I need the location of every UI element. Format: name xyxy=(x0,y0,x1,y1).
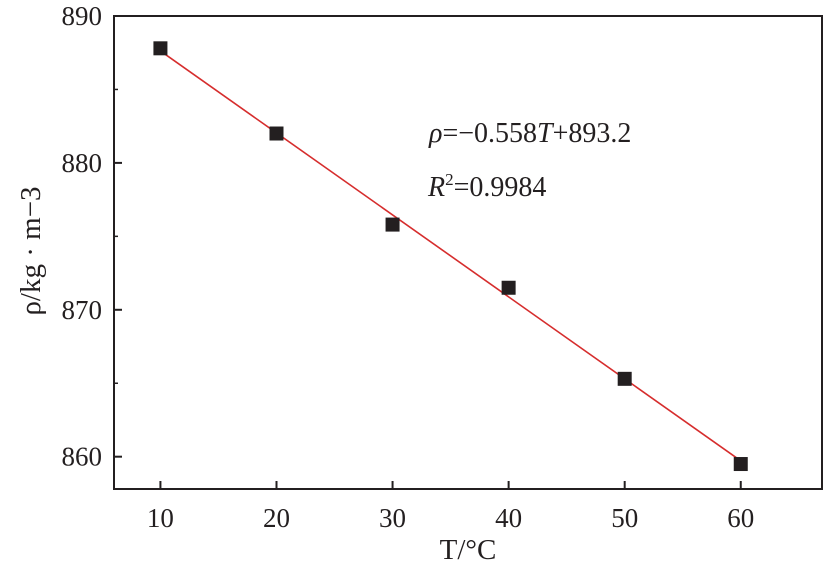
y-tick-label: 890 xyxy=(62,1,103,31)
data-points xyxy=(153,41,748,472)
fit-line-group xyxy=(159,50,742,462)
data-point xyxy=(501,280,516,295)
y-tick-label: 880 xyxy=(62,148,103,178)
y-tick-label: 870 xyxy=(62,295,103,325)
data-point xyxy=(269,126,284,141)
x-tick-label: 60 xyxy=(727,503,754,533)
x-tick-label: 50 xyxy=(611,503,638,533)
data-point xyxy=(385,217,400,232)
x-axis-title: T/°C xyxy=(440,534,497,566)
r-squared: R2=0.9984 xyxy=(427,170,546,203)
data-point xyxy=(617,371,632,386)
x-tick-label: 30 xyxy=(379,503,406,533)
fit-line xyxy=(159,50,742,462)
ticks: 10 20 30 40 50 60 860 870 880 890 xyxy=(62,1,755,533)
x-tick-label: 10 xyxy=(147,503,174,533)
y-axis-title: ρ/kg · m−3 xyxy=(15,186,47,315)
data-point xyxy=(153,41,168,56)
x-tick-label: 20 xyxy=(263,503,290,533)
fit-equation: ρ=−0.558T+893.2 xyxy=(428,118,631,149)
x-tick-label: 40 xyxy=(495,503,522,533)
data-point xyxy=(733,457,748,472)
plot-frame xyxy=(113,15,823,490)
y-tick-label: 860 xyxy=(62,442,103,472)
